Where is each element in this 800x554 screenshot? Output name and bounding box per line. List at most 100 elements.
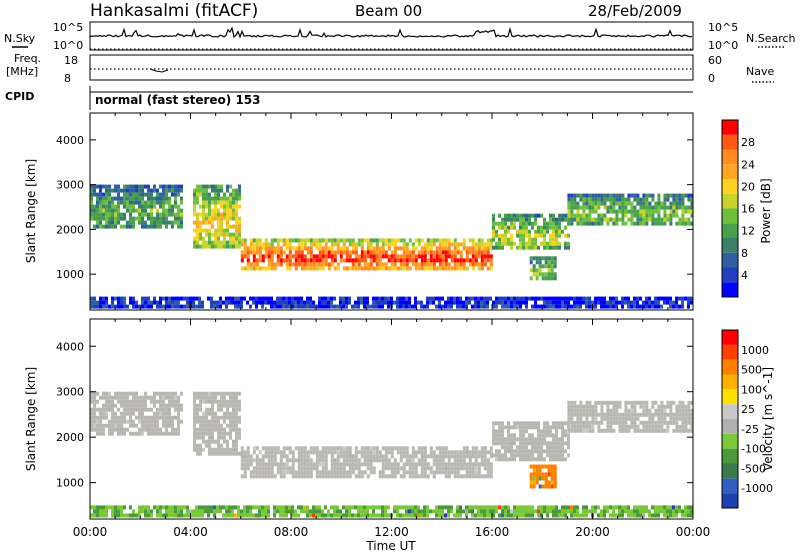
power-cell [570,205,574,210]
power-cell [267,296,270,301]
power-cell [594,201,598,206]
power-cell [381,246,385,251]
power-cell [211,200,214,205]
power-cell [675,304,678,309]
velocity-cell [211,411,214,416]
velocity-cell [276,446,280,451]
velocity-cell [300,470,304,475]
velocity-cell [507,513,510,518]
velocity-cell [327,474,331,479]
power-cell [507,217,510,222]
power-cell [105,296,108,301]
velocity-cell [226,407,229,412]
velocity-cell [150,399,153,404]
velocity-cell [672,505,675,510]
power-cell [459,266,463,271]
power-cell [288,300,291,305]
power-cell [108,204,111,209]
power-cell [211,188,214,193]
velocity-cell [306,505,309,510]
power-cell [309,238,313,243]
power-cell [235,228,238,233]
power-cell [348,258,352,263]
velocity-cell [312,466,316,471]
power-cell [348,238,352,243]
power-cell [435,254,439,259]
power-cell [489,258,493,263]
power-cell [147,200,150,205]
velocity-cell [567,404,571,409]
velocity-cell [270,458,274,463]
power-cell [588,193,592,198]
power-cell [220,216,223,221]
power-cell [675,201,679,206]
power-cell [202,188,205,193]
velocity-cell [438,470,442,475]
power-cell [405,242,409,247]
velocity-cell [450,454,454,459]
power-cell [516,304,519,309]
power-cell [123,196,126,201]
velocity-cell [229,423,232,428]
velocity-cell [456,454,460,459]
velocity-cell [327,450,331,455]
velocity-cell [232,447,235,452]
power-cell [600,197,604,202]
power-cell [132,184,135,189]
power-cell [534,296,537,301]
velocity-cell [483,446,487,451]
power-cell [318,262,322,267]
power-cell [162,304,165,309]
power-cell [223,240,226,245]
power-cell [423,254,427,259]
power-cell [420,258,424,263]
power-cell [129,188,132,193]
velocity-cell [216,509,219,514]
velocity-cell [318,454,322,459]
power-cell [150,224,153,229]
velocity-colorbar-tick-label: -500 [741,462,766,475]
velocity-cell [498,429,501,434]
velocity-cell [396,446,400,451]
velocity-cell [177,411,180,416]
power-cell [672,213,676,218]
velocity-cell [624,509,627,514]
velocity-cell [543,425,546,430]
power-cell [180,188,183,193]
power-cell [414,266,418,271]
velocity-cell [588,400,592,405]
velocity-cell [226,403,229,408]
velocity-cell [210,509,213,514]
power-cell [552,221,555,226]
power-cell [147,204,150,209]
power-cell [342,304,345,309]
velocity-cell [438,505,441,510]
velocity-cell [678,404,682,409]
velocity-cell [468,466,472,471]
power-cell [123,216,126,221]
velocity-cell [193,423,196,428]
velocity-cell [99,513,102,518]
velocity-cell [657,505,660,510]
power-cell [504,217,507,222]
power-cell [504,300,507,305]
velocity-cell [147,513,150,518]
power-cell [687,300,690,305]
velocity-cell [435,462,439,467]
velocity-cell [165,427,168,432]
power-cell [588,296,591,301]
power-cell [219,300,222,305]
power-cell [120,300,123,305]
power-cell [507,213,510,218]
velocity-cell [528,513,531,518]
velocity-cell [205,419,208,424]
velocity-cell [501,505,504,510]
velocity-cell [669,408,673,413]
power-cell [372,266,376,271]
velocity-cell [654,408,658,413]
velocity-cell [456,509,459,514]
power-cell [309,266,313,271]
power-cell [465,266,469,271]
velocity-cell [528,421,531,426]
power-cell [627,209,631,214]
